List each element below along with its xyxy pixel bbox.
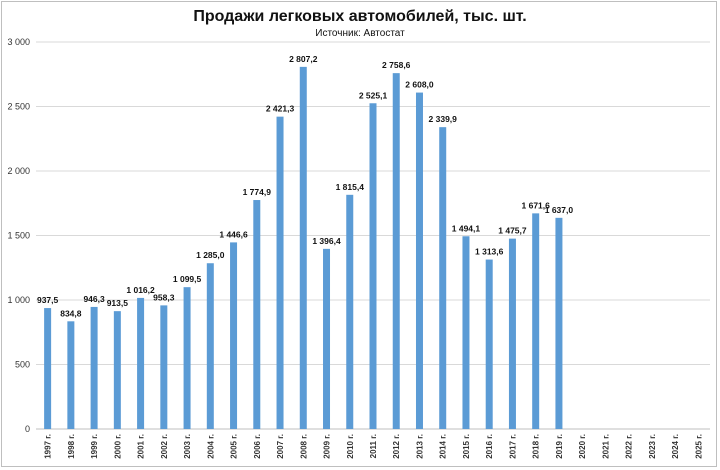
data-label: 958,3 (153, 292, 175, 302)
data-label: 1 774,9 (243, 187, 272, 197)
bar (67, 321, 75, 429)
data-label: 1 016,2 (126, 285, 155, 295)
data-label: 2 525,1 (359, 90, 388, 100)
x-tick-label: 2018 г. (532, 434, 541, 459)
data-label: 2 339,9 (429, 114, 458, 124)
y-tick-label: 3 000 (7, 37, 30, 47)
bar (44, 308, 52, 429)
bar (183, 287, 191, 429)
x-tick-label: 2009 г. (323, 434, 332, 459)
data-label: 1 313,6 (475, 247, 504, 257)
x-tick-label: 2004 г. (206, 434, 215, 459)
data-label: 834,8 (60, 308, 82, 318)
data-label: 1 815,4 (336, 182, 365, 192)
bar (462, 236, 470, 429)
bar (113, 311, 121, 429)
x-tick-label: 2015 г. (462, 434, 471, 459)
bar (299, 66, 307, 429)
x-tick-label: 2024 г. (671, 434, 680, 459)
x-tick-label: 2021 г. (601, 434, 610, 459)
data-label: 937,5 (37, 295, 59, 305)
chart-title: Продажи легковых автомобилей, тыс. шт. (193, 8, 527, 25)
bar (90, 306, 98, 429)
bar (230, 242, 238, 429)
chart-subtitle: Источник: Автостат (315, 28, 405, 39)
x-tick-label: 2016 г. (485, 434, 494, 459)
y-tick-label: 2 000 (7, 166, 30, 176)
data-label: 1 475,7 (498, 226, 527, 236)
bar (485, 259, 493, 429)
data-label: 913,5 (107, 298, 129, 308)
data-label: 946,3 (83, 294, 105, 304)
bar (439, 127, 447, 430)
x-tick-label: 2010 г. (346, 434, 355, 459)
x-tick-label: 2022 г. (625, 434, 634, 459)
x-tick-label: 2012 г. (392, 434, 401, 459)
data-label: 2 608,0 (405, 80, 434, 90)
x-tick-label: 1999 г. (90, 434, 99, 459)
x-tick-label: 2003 г. (183, 434, 192, 459)
x-tick-label: 2011 г. (369, 434, 378, 458)
data-label: 2 807,2 (289, 54, 318, 64)
x-tick-label: 2014 г. (439, 434, 448, 459)
x-tick-label: 2019 г. (555, 434, 564, 459)
x-tick-label: 2001 г. (137, 434, 146, 459)
x-tick-label: 2008 г. (299, 434, 308, 459)
x-tick-label: 2005 г. (230, 434, 239, 459)
x-tick-label: 2017 г. (508, 434, 517, 459)
bar (369, 103, 377, 430)
y-tick-label: 0 (25, 424, 30, 434)
data-label: 1 099,5 (173, 274, 202, 284)
x-tick-label: 2020 г. (578, 434, 587, 459)
data-label: 1 637,0 (545, 205, 574, 215)
data-label: 2 421,3 (266, 104, 295, 114)
x-tick-label: 2007 г. (276, 434, 285, 459)
data-label: 1 494,1 (452, 223, 481, 233)
x-tick-label: 1998 г. (67, 434, 76, 459)
x-tick-label: 1997 г. (44, 434, 53, 459)
bar (160, 305, 168, 429)
bar (276, 116, 284, 430)
y-tick-label: 2 500 (7, 102, 30, 112)
data-label: 1 396,4 (312, 236, 341, 246)
x-tick-label: 2025 г. (694, 434, 703, 459)
data-label: 1 285,0 (196, 250, 225, 260)
x-tick-label: 2002 г. (160, 434, 169, 459)
data-label: 2 758,6 (382, 60, 411, 70)
y-tick-label: 500 (15, 360, 30, 370)
bar (508, 238, 516, 429)
bar (392, 73, 400, 430)
y-tick-label: 1 000 (7, 295, 30, 305)
x-tick-label: 2013 г. (415, 434, 424, 459)
bar (346, 194, 354, 429)
bar (206, 263, 214, 429)
data-label: 1 446,6 (219, 229, 248, 239)
x-tick-label: 2000 г. (113, 434, 122, 459)
data-label: 1 671,6 (522, 200, 551, 210)
bar (323, 248, 331, 429)
bar (532, 213, 540, 429)
bar (415, 92, 423, 430)
bar (555, 217, 563, 429)
y-tick-label: 1 500 (7, 231, 30, 241)
bar (253, 200, 261, 429)
x-tick-label: 2006 г. (253, 434, 262, 459)
x-tick-label: 2023 г. (648, 434, 657, 459)
bar (137, 297, 145, 429)
